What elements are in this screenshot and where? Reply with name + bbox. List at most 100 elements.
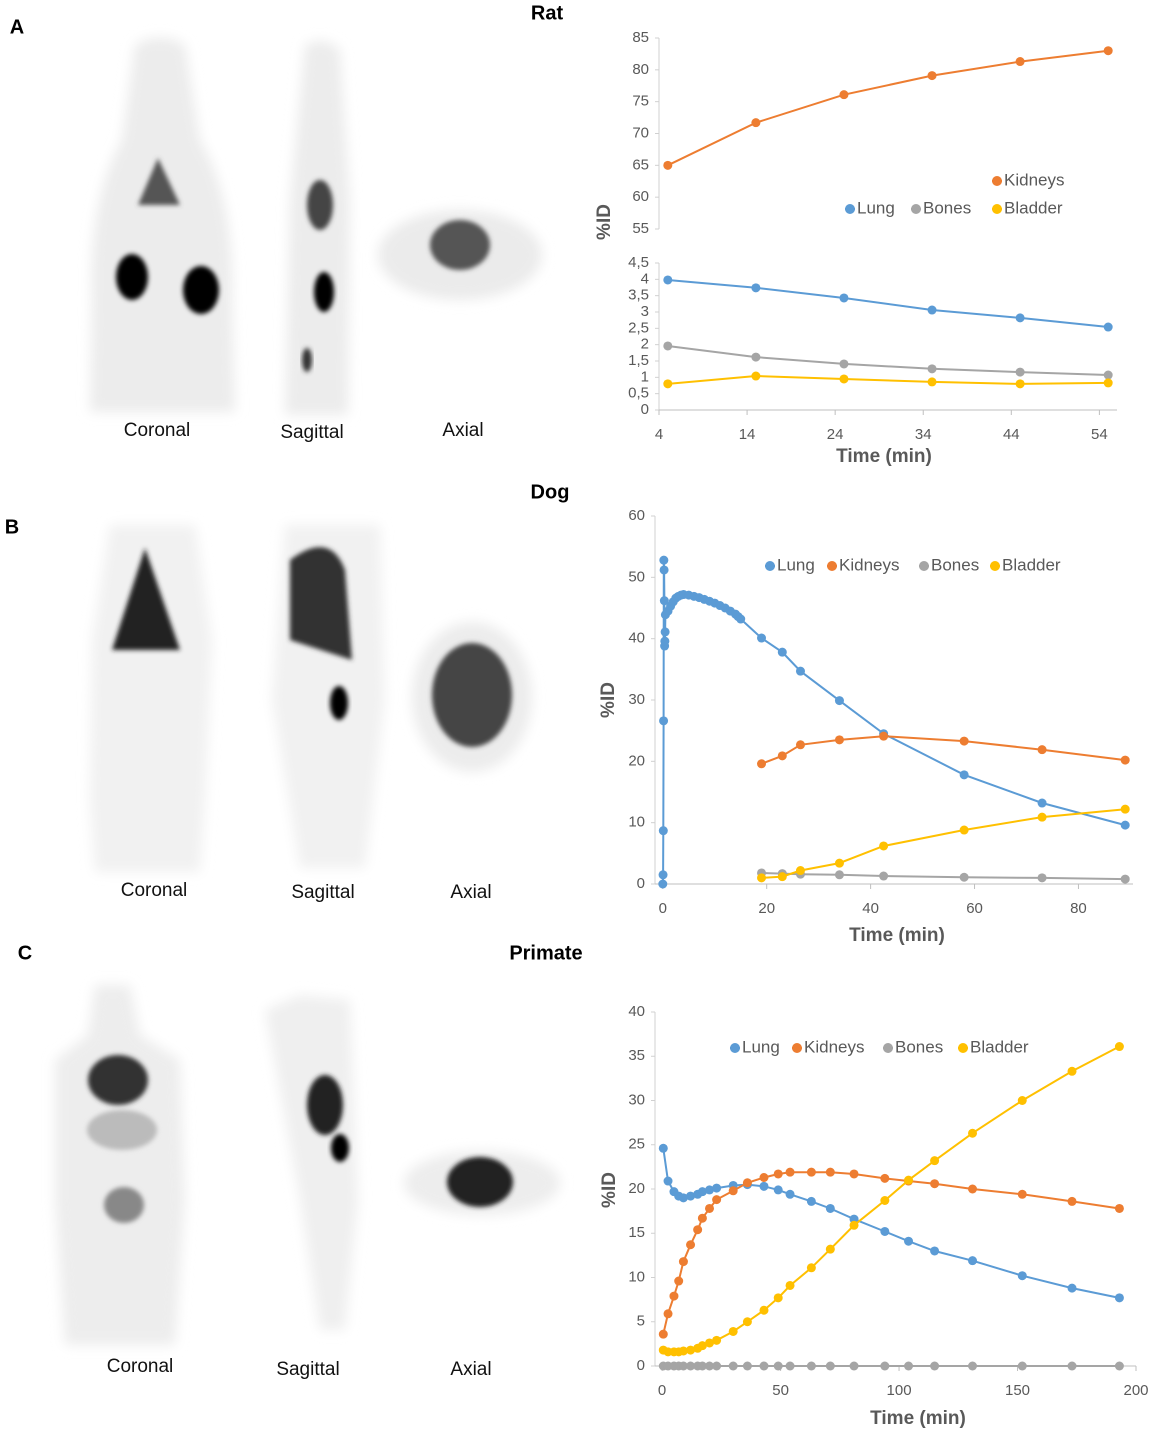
x-tick-label: 0 xyxy=(659,900,667,917)
data-point xyxy=(835,859,844,868)
x-axis-title: Time (min) xyxy=(870,1408,966,1429)
data-point xyxy=(759,1173,768,1182)
data-point xyxy=(1115,1293,1124,1302)
organ xyxy=(87,1110,157,1150)
data-point xyxy=(826,1168,835,1177)
view-label: Axial xyxy=(450,882,491,903)
data-point xyxy=(930,1179,939,1188)
x-tick-label: 14 xyxy=(739,426,756,443)
data-point xyxy=(786,1168,795,1177)
chart-title: Rat xyxy=(531,2,564,24)
legend-label: Kidneys xyxy=(1004,170,1064,189)
data-point xyxy=(839,293,848,302)
organ xyxy=(88,1055,148,1105)
data-point xyxy=(778,648,787,657)
data-point xyxy=(1068,1284,1077,1293)
data-point xyxy=(669,1292,678,1301)
data-point xyxy=(759,1182,768,1191)
data-point xyxy=(1018,1362,1027,1371)
legend-label: Bones xyxy=(895,1037,943,1056)
data-point xyxy=(751,118,760,127)
data-point xyxy=(660,565,669,574)
data-point xyxy=(674,1277,683,1286)
y-tick-label: 3,5 xyxy=(628,287,649,304)
organ xyxy=(116,254,148,300)
data-point xyxy=(1068,1362,1077,1371)
data-point xyxy=(835,870,844,879)
legend-label: Bladder xyxy=(1002,555,1061,574)
y-axis-title: %ID xyxy=(594,204,615,240)
y-tick-label: 15 xyxy=(628,1224,645,1241)
data-point xyxy=(880,1196,889,1205)
data-point xyxy=(759,1306,768,1315)
x-tick-label: 40 xyxy=(862,900,879,917)
view-label: Sagittal xyxy=(280,422,343,443)
legend-label: Lung xyxy=(777,555,815,574)
data-point xyxy=(774,1185,783,1194)
data-point xyxy=(659,716,668,725)
x-tick-label: 60 xyxy=(966,900,983,917)
data-point xyxy=(796,740,805,749)
data-point xyxy=(712,1362,721,1371)
data-point xyxy=(659,556,668,565)
data-point xyxy=(1068,1067,1077,1076)
y-tick-label: 40 xyxy=(628,630,645,647)
data-point xyxy=(751,372,760,381)
y2-tick-label: 75 xyxy=(632,93,649,110)
data-point xyxy=(1068,1197,1077,1206)
y-tick-label: 30 xyxy=(628,691,645,708)
data-point xyxy=(743,1317,752,1326)
data-point xyxy=(663,161,672,170)
chart-title: Dog xyxy=(531,481,570,503)
data-point xyxy=(778,751,787,760)
data-point xyxy=(930,1362,939,1371)
data-point xyxy=(839,374,848,383)
data-point xyxy=(904,1176,913,1185)
y-axis-title: %ID xyxy=(599,1172,620,1208)
organ xyxy=(307,1075,343,1135)
y-tick-label: 1 xyxy=(641,368,649,385)
data-point xyxy=(1121,875,1130,884)
data-point xyxy=(850,1221,859,1230)
data-point xyxy=(712,1195,721,1204)
data-point xyxy=(751,283,760,292)
figure: ACoronalSagittalAxialBCoronalSagittalAxi… xyxy=(0,0,1156,1433)
y-axis-title: %ID xyxy=(598,682,619,718)
data-point xyxy=(880,1362,889,1371)
series-line xyxy=(668,376,1108,384)
y-tick-label: 30 xyxy=(628,1091,645,1108)
data-point xyxy=(663,379,672,388)
data-point xyxy=(850,1362,859,1371)
legend-label: Bladder xyxy=(970,1037,1029,1056)
x-tick-label: 50 xyxy=(772,1382,789,1399)
data-point xyxy=(826,1362,835,1371)
data-point xyxy=(712,1336,721,1345)
y2-tick-label: 65 xyxy=(632,156,649,173)
data-point xyxy=(968,1256,977,1265)
data-point xyxy=(729,1327,738,1336)
y2-tick-label: 60 xyxy=(632,188,649,205)
view-label: Coronal xyxy=(124,420,191,441)
data-point xyxy=(663,341,672,350)
pet-images-c xyxy=(55,985,560,1345)
data-point xyxy=(960,826,969,835)
data-point xyxy=(880,1174,889,1183)
y-tick-label: 4 xyxy=(641,270,649,287)
data-point xyxy=(928,364,937,373)
data-point xyxy=(879,841,888,850)
data-point xyxy=(1038,873,1047,882)
data-point xyxy=(757,873,766,882)
data-point xyxy=(786,1190,795,1199)
data-point xyxy=(796,667,805,676)
sagittal-image xyxy=(265,995,358,1330)
data-point xyxy=(736,615,745,624)
x-tick-label: 0 xyxy=(658,1382,666,1399)
y-tick-label: 20 xyxy=(628,1180,645,1197)
data-point xyxy=(712,1184,721,1193)
x-tick-label: 24 xyxy=(827,426,844,443)
data-point xyxy=(1016,368,1025,377)
data-point xyxy=(1018,1271,1027,1280)
data-point xyxy=(968,1129,977,1138)
x-tick-label: 54 xyxy=(1091,426,1108,443)
data-point xyxy=(904,1237,913,1246)
